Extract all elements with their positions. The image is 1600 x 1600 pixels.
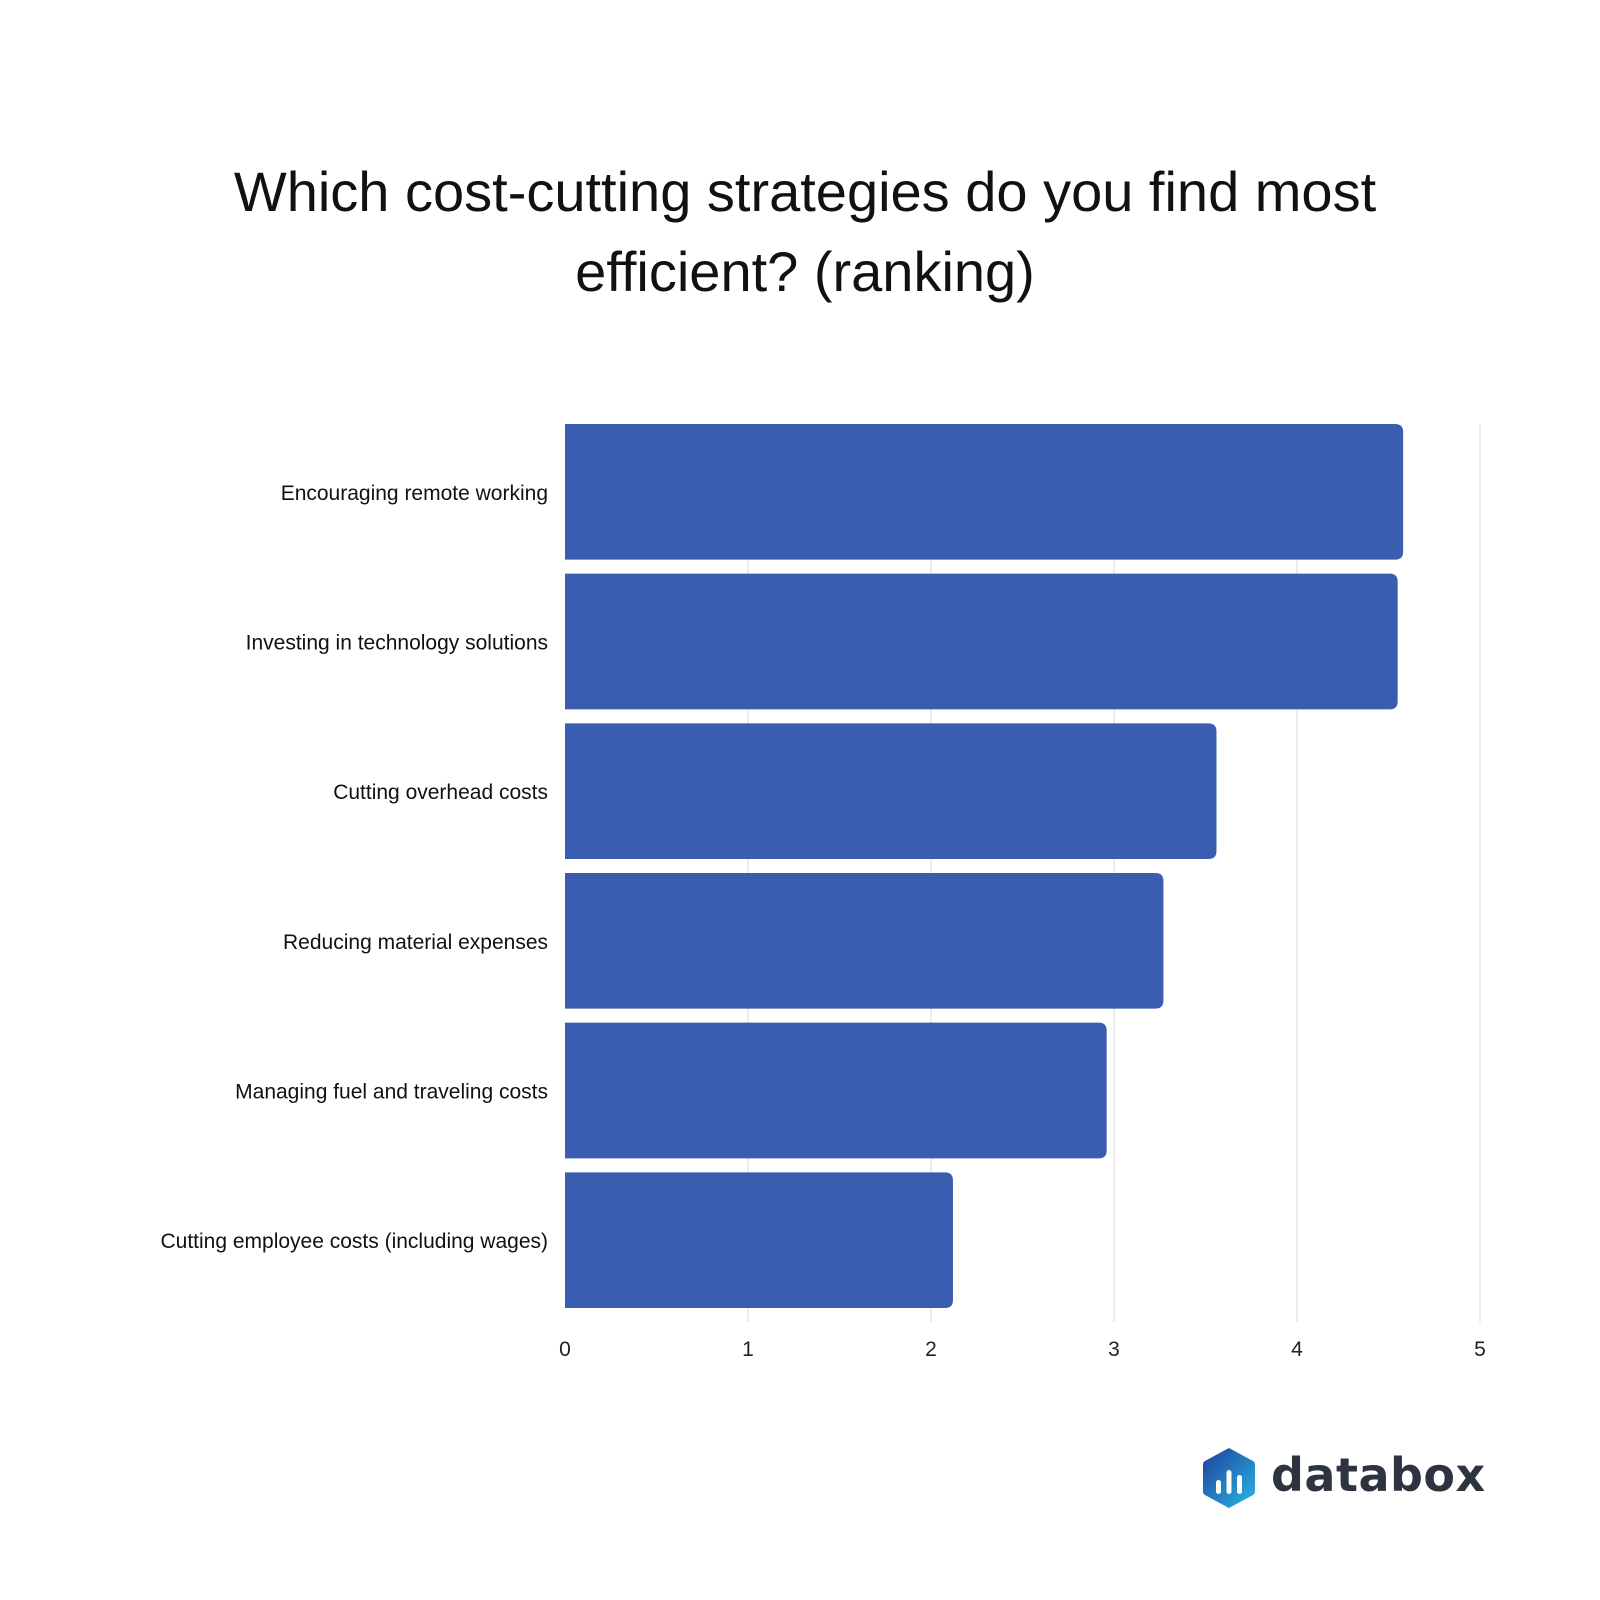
databox-logo-text: databox xyxy=(1271,1448,1486,1502)
x-tick-label: 3 xyxy=(1108,1338,1120,1361)
category-label: Managing fuel and traveling costs xyxy=(235,1081,548,1104)
x-tick-label: 2 xyxy=(925,1338,937,1361)
category-label: Cutting employee costs (including wages) xyxy=(160,1230,548,1253)
databox-logo: databox xyxy=(1201,1446,1485,1516)
bar xyxy=(565,723,1217,859)
bar xyxy=(565,424,1404,560)
bar xyxy=(565,873,1164,1009)
databox-logo-icon xyxy=(1203,1448,1255,1508)
x-tick-label: 0 xyxy=(559,1338,571,1361)
chart-title: Which cost-cutting strategies do you fin… xyxy=(233,160,1377,303)
bars xyxy=(565,424,1404,1308)
bar xyxy=(565,1022,1107,1159)
category-label: Encouraging remote working xyxy=(281,482,548,505)
x-tick-label: 1 xyxy=(742,1338,754,1361)
category-labels: Encouraging remote working Investing in t… xyxy=(160,482,548,1253)
bar xyxy=(565,573,1398,710)
x-tick-label: 4 xyxy=(1291,1338,1303,1361)
category-label: Investing in technology solutions xyxy=(246,632,548,655)
category-label: Reducing material expenses xyxy=(283,931,548,954)
bar xyxy=(565,1172,953,1308)
x-tick-labels: 0 1 2 3 4 5 xyxy=(559,1338,1486,1361)
x-tick-label: 5 xyxy=(1474,1338,1486,1361)
category-label: Cutting overhead costs xyxy=(333,781,548,804)
